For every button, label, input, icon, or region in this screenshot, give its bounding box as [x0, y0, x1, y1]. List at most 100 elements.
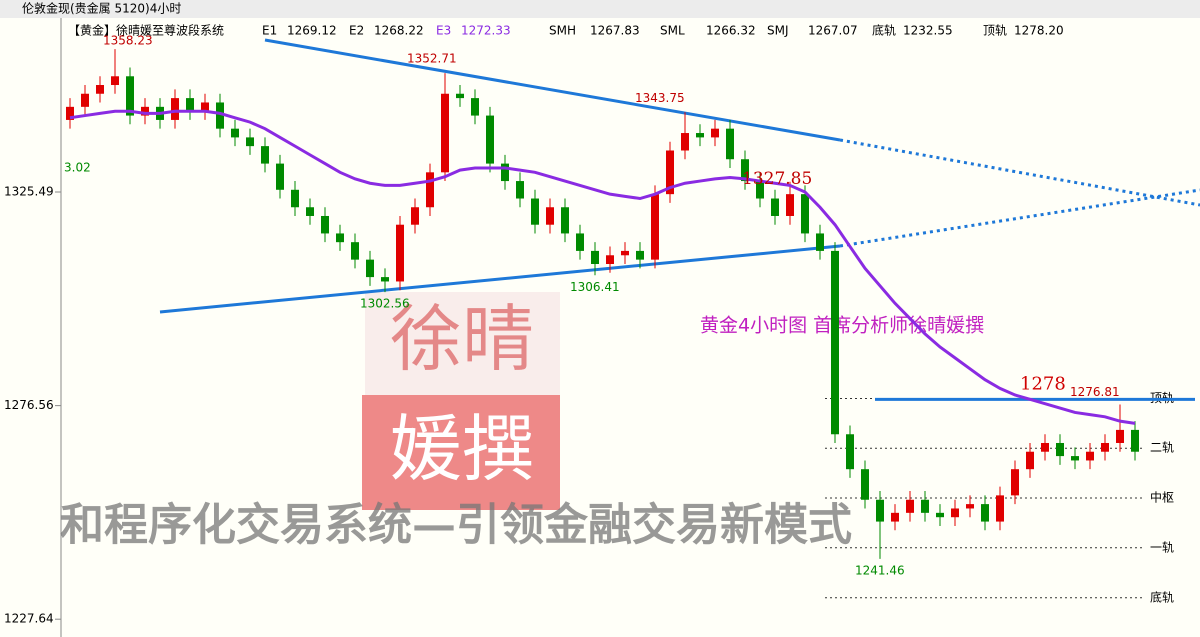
- candle-body: [246, 137, 254, 147]
- candle-body: [801, 194, 809, 234]
- candle-body: [66, 106, 74, 120]
- candle-body: [216, 102, 224, 129]
- candle-body: [231, 128, 239, 138]
- low-label: 1306.41: [570, 280, 620, 294]
- candle-body: [711, 128, 719, 138]
- stamp-top: [365, 292, 560, 395]
- moving-average: [69, 109, 1136, 425]
- candle-body: [651, 194, 659, 260]
- candle-body: [1041, 442, 1049, 452]
- candle-body: [771, 198, 779, 216]
- candle-body: [276, 163, 284, 190]
- indicator-name: 底轨: [872, 23, 896, 38]
- candle-body: [846, 434, 854, 470]
- candle-body: [741, 159, 749, 182]
- stamp-bottom: [362, 395, 560, 510]
- candle-body: [936, 512, 944, 518]
- candle-body: [1011, 469, 1019, 496]
- candle-body: [1116, 429, 1124, 443]
- indicator-name: SML: [660, 24, 685, 38]
- candle-body: [366, 259, 374, 278]
- candle-body: [501, 163, 509, 182]
- candle-body: [171, 98, 179, 120]
- y-tick-label: 1227.64: [4, 612, 54, 626]
- candle-body: [996, 495, 1004, 522]
- trendline: [159, 244, 841, 314]
- candle-body: [201, 102, 209, 112]
- candle-body: [561, 207, 569, 234]
- y-tick-label: 1276.56: [4, 398, 54, 412]
- indicator-name: E2: [349, 24, 364, 38]
- indicator-value: 1269.12: [287, 24, 337, 38]
- candle-body: [1056, 442, 1064, 457]
- candle-body: [411, 207, 419, 225]
- candle-body: [666, 150, 674, 195]
- indicator-value: 1267.83: [590, 24, 640, 38]
- indicator-name: SMH: [549, 24, 576, 38]
- candle-body: [306, 207, 314, 216]
- candle-body: [606, 255, 614, 265]
- candle-body: [861, 469, 869, 500]
- indicator-value: 1268.22: [374, 24, 424, 38]
- annotation: 3.02: [64, 161, 91, 175]
- candle-body: [1026, 451, 1034, 470]
- indicator-name: E3: [436, 24, 451, 38]
- rail-label: 底轨: [1150, 589, 1174, 604]
- indicator-name: 顶轨: [983, 24, 1007, 38]
- candle-body: [636, 250, 644, 260]
- candle-body: [426, 172, 434, 208]
- candle-body: [516, 181, 524, 199]
- candle-body: [531, 198, 539, 225]
- high-label: 1352.71: [407, 52, 457, 66]
- candle-body: [141, 106, 149, 116]
- candle-body: [291, 189, 299, 208]
- candle-body: [396, 224, 404, 282]
- candle-body: [546, 207, 554, 225]
- indicator-name: SMJ: [767, 24, 789, 38]
- candle-body: [621, 250, 629, 256]
- watermark: 和程序化交易系统—引领金融交易新模式: [60, 500, 852, 551]
- indicator-value: 1232.55: [903, 24, 953, 38]
- candle-body: [591, 250, 599, 265]
- candle-body: [876, 499, 884, 522]
- candle-body: [321, 215, 329, 234]
- candle-body: [81, 93, 89, 107]
- low-label: 1302.56: [360, 297, 410, 311]
- candle-body: [576, 233, 584, 251]
- indicator-value: 1272.33: [461, 24, 511, 38]
- high-label: 1358.23: [103, 34, 153, 48]
- candle-body: [981, 504, 989, 522]
- candle-body: [696, 133, 704, 138]
- level-label: 1278: [1020, 373, 1066, 394]
- low-label: 1241.46: [855, 563, 905, 577]
- candle-body: [1071, 456, 1079, 461]
- candle-body: [1101, 442, 1109, 452]
- trendline: [839, 138, 1200, 207]
- rail-label: 一轨: [1150, 540, 1174, 554]
- candle-body: [756, 181, 764, 199]
- indicator-value: 1278.20: [1014, 24, 1064, 38]
- indicator-value: 1267.07: [808, 24, 858, 38]
- candle-body: [1131, 429, 1139, 452]
- candle-body: [921, 499, 929, 513]
- trendline: [839, 188, 1200, 248]
- rail-label: 二轨: [1150, 441, 1174, 455]
- candle-body: [126, 76, 134, 116]
- high-label: 1276.81: [1070, 385, 1120, 399]
- stamp-text: 媛撰: [390, 407, 534, 491]
- trendline: [264, 38, 841, 142]
- candle-body: [96, 85, 104, 94]
- rail-label: 中枢: [1150, 489, 1174, 504]
- candle-body: [816, 233, 824, 251]
- candle-body: [381, 277, 389, 282]
- candle-body: [456, 93, 464, 99]
- annotation: 黄金4小时图 首席分析师徐晴媛撰: [700, 315, 984, 337]
- title-bar: [0, 0, 1200, 18]
- candle-body: [726, 128, 734, 160]
- candle-body: [111, 76, 119, 86]
- candle-body: [336, 233, 344, 243]
- y-tick-label: 1325.49: [4, 185, 54, 199]
- indicator-value: 1266.32: [706, 24, 756, 38]
- candle-body: [186, 98, 194, 112]
